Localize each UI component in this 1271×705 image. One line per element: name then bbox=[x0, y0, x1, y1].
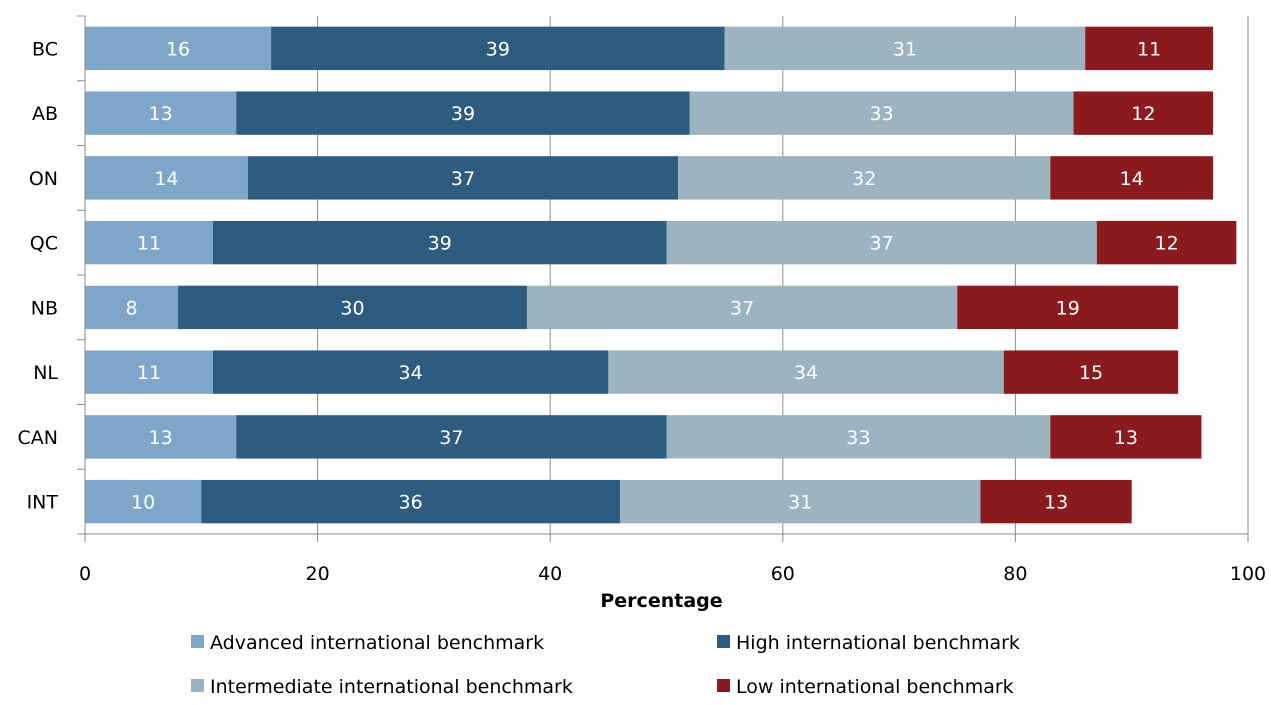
bar-value-label: 8 bbox=[125, 297, 137, 319]
bar-value-label: 39 bbox=[428, 233, 452, 255]
bar-value-label: 12 bbox=[1154, 233, 1178, 255]
x-tick-label: 80 bbox=[1003, 563, 1027, 585]
bar-segment bbox=[212, 350, 609, 394]
x-tick-label: 0 bbox=[79, 563, 91, 585]
bar-segment bbox=[957, 285, 1179, 330]
bar-segment bbox=[678, 156, 1051, 200]
bar-segment bbox=[85, 220, 213, 265]
bar-segment bbox=[236, 415, 667, 459]
bar-value-label: 11 bbox=[137, 362, 161, 384]
x-tick-label: 20 bbox=[306, 563, 330, 585]
bar-value-label: 33 bbox=[870, 103, 894, 125]
category-label: NB bbox=[31, 297, 58, 319]
legend-label: High international benchmark bbox=[736, 632, 1020, 654]
x-tick-label: 60 bbox=[771, 563, 795, 585]
bar-segment bbox=[85, 479, 202, 524]
bar-value-label: 37 bbox=[730, 297, 754, 319]
category-label: INT bbox=[27, 492, 59, 514]
bar-value-label: 33 bbox=[846, 427, 870, 449]
bar-value-label: 14 bbox=[1120, 168, 1144, 190]
category-label: ON bbox=[29, 168, 58, 190]
bar-segment bbox=[980, 479, 1132, 524]
bar-segment bbox=[1085, 26, 1214, 71]
bar-value-label: 13 bbox=[149, 103, 173, 125]
bar-value-label: 10 bbox=[131, 492, 155, 514]
bar-value-label: 13 bbox=[1114, 427, 1138, 449]
legend-swatch bbox=[191, 635, 204, 648]
bar-value-label: 37 bbox=[870, 233, 894, 255]
bar-segment bbox=[724, 26, 1086, 71]
legend-label: Low international benchmark bbox=[736, 676, 1014, 698]
legend-label: Advanced international benchmark bbox=[210, 632, 544, 654]
bar-value-label: 13 bbox=[149, 427, 173, 449]
bar-segment bbox=[236, 91, 690, 135]
bar-segment bbox=[1050, 415, 1202, 459]
bar-value-label: 37 bbox=[451, 168, 475, 190]
bar-segment bbox=[1073, 91, 1214, 135]
bar-segment bbox=[178, 285, 527, 330]
bar-segment bbox=[85, 156, 248, 200]
bar-segment bbox=[85, 350, 213, 394]
axes: 0 20 40 60 80 100 BC AB ON QC NB NL CAN INT bbox=[18, 15, 1266, 585]
legend-swatch bbox=[191, 679, 204, 692]
bar-value-label: 16 bbox=[166, 38, 190, 60]
bar-value-label: 39 bbox=[486, 38, 510, 60]
bar-value-label: 11 bbox=[1137, 38, 1161, 60]
bar-value-label: 19 bbox=[1056, 297, 1080, 319]
bar-segment bbox=[85, 415, 237, 459]
bars: 16 39 31 11 13 39 33 12 14 37 32 14 11 39 37 12 8 30 37 19 1… bbox=[85, 26, 1237, 524]
bar-segment bbox=[271, 26, 725, 71]
legend-swatch bbox=[717, 635, 730, 648]
bar-value-label: 14 bbox=[154, 168, 178, 190]
bar-value-label: 11 bbox=[137, 233, 161, 255]
x-tick-label: 100 bbox=[1230, 563, 1266, 585]
legend-swatch bbox=[717, 679, 730, 692]
bar-segment bbox=[85, 26, 272, 71]
bar-value-label: 39 bbox=[451, 103, 475, 125]
bar-segment bbox=[526, 285, 958, 330]
category-label: BC bbox=[32, 38, 58, 60]
category-label: QC bbox=[30, 233, 58, 255]
bar-segment bbox=[85, 285, 179, 330]
x-axis-title: Percentage bbox=[600, 590, 722, 612]
legend-label: Intermediate international benchmark bbox=[210, 676, 573, 698]
bar-value-label: 12 bbox=[1131, 103, 1155, 125]
bar-value-label: 31 bbox=[788, 492, 812, 514]
legend: Advanced international benchmark High int… bbox=[191, 632, 1020, 698]
bar-value-label: 30 bbox=[340, 297, 364, 319]
bar-segment bbox=[85, 91, 237, 135]
bar-segment bbox=[201, 479, 620, 524]
bar-segment bbox=[1050, 156, 1214, 200]
category-label: NL bbox=[33, 362, 58, 384]
bar-segment bbox=[666, 415, 1051, 459]
category-label: CAN bbox=[18, 427, 58, 449]
bar-value-label: 13 bbox=[1044, 492, 1068, 514]
x-tick-label: 40 bbox=[538, 563, 562, 585]
bar-value-label: 37 bbox=[439, 427, 463, 449]
bar-value-label: 31 bbox=[893, 38, 917, 60]
bar-value-label: 15 bbox=[1079, 362, 1103, 384]
bar-value-label: 34 bbox=[399, 362, 423, 384]
bar-segment bbox=[247, 156, 679, 200]
bar-segment bbox=[1003, 350, 1179, 394]
bar-segment bbox=[689, 91, 1074, 135]
bar-segment bbox=[619, 479, 981, 524]
bar-segment bbox=[212, 220, 667, 265]
bar-value-label: 34 bbox=[794, 362, 818, 384]
category-label: AB bbox=[32, 103, 58, 125]
bar-value-label: 36 bbox=[399, 492, 423, 514]
bar-segment bbox=[608, 350, 1004, 394]
bar-segment bbox=[666, 220, 1097, 265]
bar-segment bbox=[1096, 220, 1237, 265]
bar-value-label: 32 bbox=[852, 168, 876, 190]
